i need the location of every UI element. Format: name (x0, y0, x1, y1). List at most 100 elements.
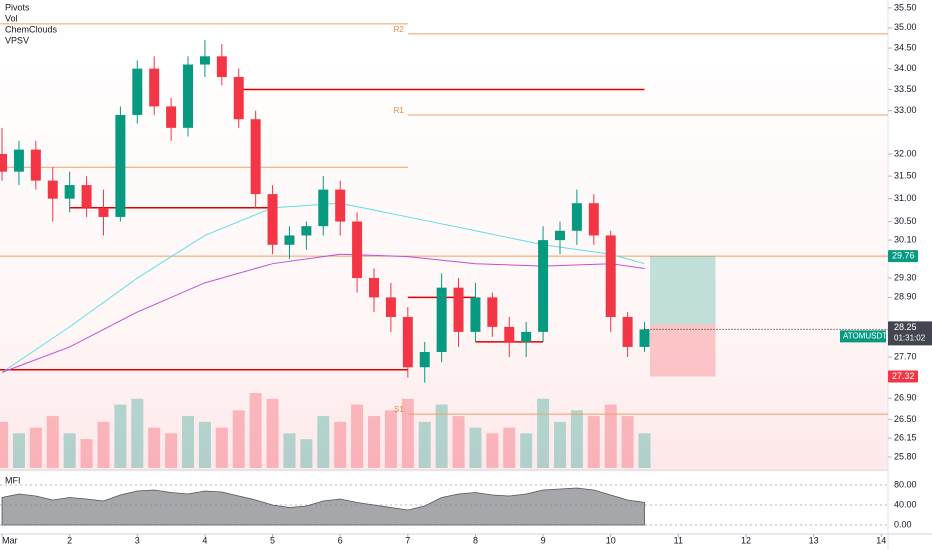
y-tick-label: 26.15 (894, 432, 917, 442)
candle-body (639, 329, 650, 347)
y-tick-label: 32.00 (894, 148, 917, 158)
candle-body (605, 235, 616, 317)
x-tick-label: 4 (202, 535, 207, 545)
candle-body (335, 189, 346, 222)
candle-body (115, 114, 126, 217)
volume-bar (520, 433, 533, 468)
mfi-tick-label: 0.00 (894, 519, 912, 529)
mfi-tick-label: 80.00 (894, 479, 917, 489)
candle-body (250, 119, 261, 195)
symbol-tag-bg (840, 330, 886, 343)
volume-bar (97, 421, 110, 468)
candle-body (352, 221, 363, 279)
candle-body (385, 297, 396, 317)
candle-body (0, 153, 8, 172)
y-tick-label: 31.00 (894, 193, 917, 203)
indicator-label: Vol (5, 13, 18, 23)
x-tick-label: 2 (67, 535, 72, 545)
candle-body (521, 331, 532, 342)
candle-body (453, 287, 464, 332)
candle-body (554, 230, 565, 241)
candle-body (233, 76, 244, 120)
candle-body (149, 68, 160, 107)
volume-bar (384, 410, 397, 468)
candle-body (199, 56, 210, 65)
volume-bar (503, 427, 516, 468)
target-tag: 29.76 (892, 250, 915, 260)
x-tick-label: 11 (674, 535, 683, 545)
y-tick-label: 30.10 (894, 234, 917, 244)
x-tick-label: 7 (405, 535, 410, 545)
last-price-bg (888, 321, 932, 346)
x-tick-label: 9 (541, 535, 546, 545)
volume-bar (0, 421, 9, 468)
volume-bar (215, 427, 228, 468)
volume-bar (469, 427, 482, 468)
volume-bar (401, 398, 414, 468)
candle-body (588, 203, 599, 236)
target-tag-bg (888, 250, 918, 263)
x-tick-label: 6 (338, 535, 343, 545)
candle-body (267, 194, 278, 245)
candle-body (487, 297, 498, 327)
volume-bar (587, 416, 600, 468)
candle-body (98, 207, 109, 217)
moving-average (1, 253, 645, 373)
y-tick-label: 26.50 (894, 414, 917, 424)
candle-body (622, 316, 633, 347)
volume-bar (80, 439, 93, 468)
candle-body (216, 56, 227, 77)
volume-bar (232, 410, 245, 468)
volume-bar (283, 433, 296, 468)
candle-body (132, 68, 143, 115)
volume-bar (435, 404, 448, 468)
volume-bar (638, 433, 651, 468)
indicator-label: ChemClouds (5, 24, 58, 34)
mfi-title: MFI (5, 475, 21, 485)
y-tick-label: 25.80 (894, 451, 917, 461)
y-tick-label: 33.00 (894, 105, 917, 115)
volume-bar (537, 398, 550, 468)
volume-bar (12, 433, 25, 468)
mfi-tick-label: 40.00 (894, 499, 917, 509)
indicator-label: VPSV (5, 35, 29, 45)
last-price: 28.25 (894, 322, 917, 332)
countdown: 01:31:02 (894, 333, 926, 342)
y-tick-label: 34.50 (894, 42, 917, 52)
volume-bar (198, 421, 211, 468)
candle-body (284, 235, 295, 245)
symbol-tag: ATOMUSDT (843, 331, 887, 340)
volume-bar (351, 404, 364, 468)
x-tick-label: 12 (741, 535, 751, 545)
volume-bar (300, 439, 313, 468)
candle-body (369, 278, 380, 298)
volume-bar (182, 416, 195, 468)
volume-bar (148, 427, 161, 468)
position-stop-zone (649, 324, 716, 377)
pivot-label: R1 (394, 106, 405, 115)
volume-bar (46, 416, 59, 468)
x-tick-label: 10 (606, 535, 616, 545)
candle-body (571, 203, 582, 231)
candle-body (318, 189, 329, 227)
candle-body (470, 297, 481, 332)
stop-tag: 27.32 (892, 371, 915, 381)
y-tick-label: 26.90 (894, 393, 917, 403)
volume-bar (621, 416, 634, 468)
volume-bar (114, 404, 127, 468)
volume-bar (317, 416, 330, 468)
volume-bar (334, 421, 347, 468)
volume-bar (570, 410, 583, 468)
volume-bar (553, 421, 566, 468)
stop-tag-bg (888, 370, 918, 383)
candle-body (402, 316, 413, 368)
candle-body (538, 240, 549, 332)
volume-bar (131, 398, 144, 468)
candle-body (81, 185, 92, 208)
y-tick-label: 35.00 (894, 22, 917, 32)
volume-bar (29, 427, 42, 468)
volume-bar (63, 433, 76, 468)
y-tick-label: 35.50 (894, 2, 917, 12)
candle-body (419, 351, 430, 368)
